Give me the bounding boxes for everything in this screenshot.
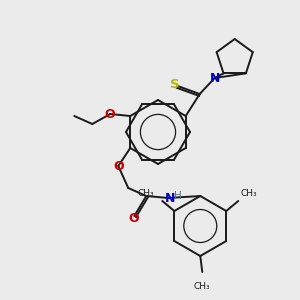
- Text: N: N: [165, 191, 175, 205]
- Text: O: O: [113, 160, 124, 173]
- Text: CH₃: CH₃: [138, 188, 154, 197]
- Text: N: N: [209, 71, 220, 85]
- Text: H: H: [174, 191, 182, 201]
- Text: CH₃: CH₃: [194, 282, 211, 291]
- Text: O: O: [104, 107, 115, 121]
- Text: O: O: [128, 212, 139, 226]
- Text: CH₃: CH₃: [240, 188, 257, 197]
- Text: S: S: [170, 79, 179, 92]
